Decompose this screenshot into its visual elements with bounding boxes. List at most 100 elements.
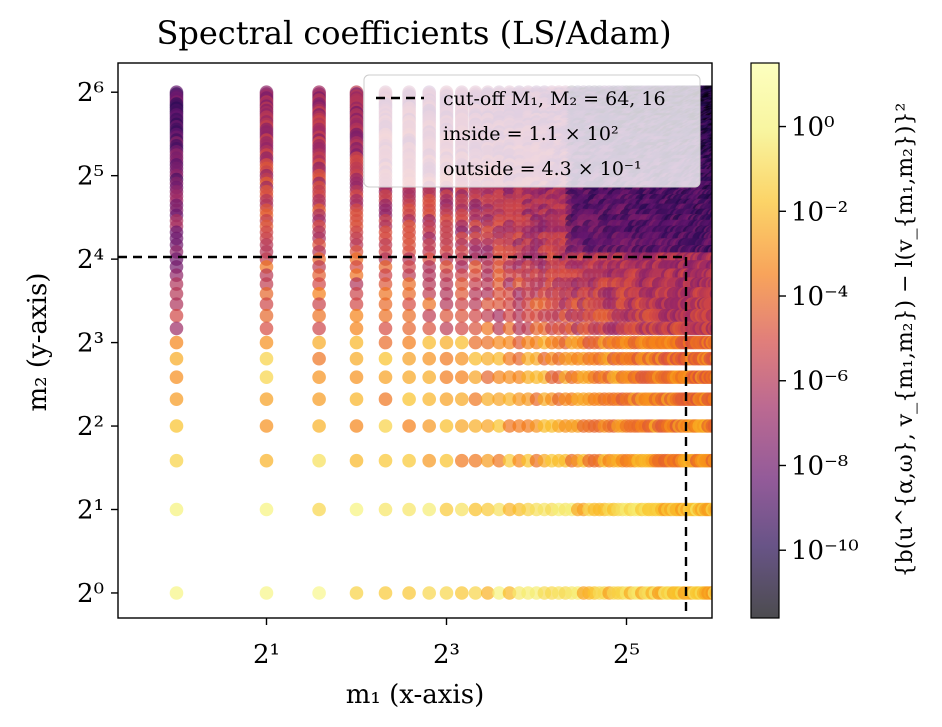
data-point <box>481 453 495 468</box>
data-point <box>422 335 437 350</box>
data-point <box>169 351 184 366</box>
data-point <box>378 287 393 301</box>
data-point <box>169 370 184 385</box>
data-point <box>378 419 393 433</box>
legend-entry-outside: outside = 4.3 × 10⁻¹ <box>443 158 642 180</box>
data-point <box>312 453 326 468</box>
data-point <box>312 287 326 301</box>
data-point <box>402 351 416 366</box>
cutoff-box <box>118 255 688 612</box>
data-point <box>169 335 184 350</box>
data-point <box>169 586 184 600</box>
data-point <box>481 297 495 312</box>
data-point <box>468 287 483 301</box>
data-point <box>481 335 495 350</box>
data-point <box>378 586 393 600</box>
data-point <box>502 321 517 336</box>
data-point <box>481 351 495 366</box>
data-point <box>402 335 416 350</box>
data-point <box>455 321 469 336</box>
data-point <box>439 287 454 301</box>
data-point <box>349 287 364 301</box>
data-point <box>402 297 416 312</box>
data-point <box>312 419 326 433</box>
data-point <box>422 419 437 433</box>
data-point <box>455 419 469 433</box>
data-point <box>422 351 437 366</box>
data-point <box>455 287 469 301</box>
chart-title: Spectral coefficients (LS/Adam) <box>156 14 671 52</box>
data-point <box>468 502 483 517</box>
data-point <box>349 335 364 350</box>
data-point <box>349 297 364 312</box>
data-point <box>492 351 506 366</box>
data-point <box>481 308 495 323</box>
data-point <box>439 370 454 385</box>
data-point <box>502 351 517 366</box>
data-point <box>259 277 274 291</box>
data-point <box>349 392 364 407</box>
data-point <box>169 321 184 336</box>
data-point <box>349 502 364 517</box>
data-point <box>492 502 506 517</box>
data-point <box>312 392 326 407</box>
data-point <box>402 321 416 336</box>
data-point <box>439 502 454 517</box>
data-point <box>502 392 517 407</box>
data-point <box>422 308 437 323</box>
data-point <box>169 392 184 407</box>
data-point <box>422 370 437 385</box>
data-point <box>481 321 495 336</box>
data-point <box>259 321 274 336</box>
data-point <box>492 321 506 336</box>
data-point <box>402 502 416 517</box>
data-point <box>455 277 469 291</box>
data-point <box>455 502 469 517</box>
colorbar-ticks: 10⁰ 10⁻² 10⁻⁴ 10⁻⁶ 10⁻⁸ 10⁻¹⁰ <box>779 113 859 566</box>
data-point <box>502 335 517 350</box>
data-point <box>481 502 495 517</box>
data-point <box>312 297 326 312</box>
data-point <box>378 297 393 312</box>
data-point <box>169 453 184 468</box>
data-point <box>259 453 274 468</box>
plot-frame <box>117 62 713 619</box>
data-point <box>378 335 393 350</box>
data-point <box>169 297 184 312</box>
data-point <box>481 287 495 301</box>
data-point <box>439 277 454 291</box>
data-point <box>312 370 326 385</box>
data-point <box>259 392 274 407</box>
data-point <box>492 586 506 600</box>
data-point <box>378 392 393 407</box>
data-point <box>468 392 483 407</box>
data-point <box>422 321 437 336</box>
data-point <box>468 335 483 350</box>
data-point <box>492 335 506 350</box>
data-point <box>502 453 517 468</box>
data-point <box>259 287 274 301</box>
data-point <box>492 419 506 433</box>
data-point <box>312 502 326 517</box>
data-point <box>502 419 517 433</box>
data-point <box>312 351 326 366</box>
data-point <box>349 453 364 468</box>
data-point <box>439 351 454 366</box>
legend-box <box>363 74 701 188</box>
data-point <box>439 321 454 336</box>
colorbar: 10⁰ 10⁻² 10⁻⁴ 10⁻⁶ 10⁻⁸ 10⁻¹⁰ {b(u^{α,ω}, v_{… <box>750 62 918 619</box>
data-point <box>422 287 437 301</box>
data-point <box>402 586 416 600</box>
data-point <box>378 277 393 291</box>
colorbar-gradient <box>751 63 779 618</box>
data-point <box>481 370 495 385</box>
data-point <box>455 370 469 385</box>
data-point <box>439 453 454 468</box>
data-point <box>402 453 416 468</box>
x-tick-label: 2³ <box>433 640 460 670</box>
data-point <box>378 321 393 336</box>
data-point <box>259 351 274 366</box>
data-point <box>502 297 517 312</box>
legend-entry-inside: inside = 1.1 × 10² <box>443 123 619 145</box>
data-point <box>422 502 437 517</box>
